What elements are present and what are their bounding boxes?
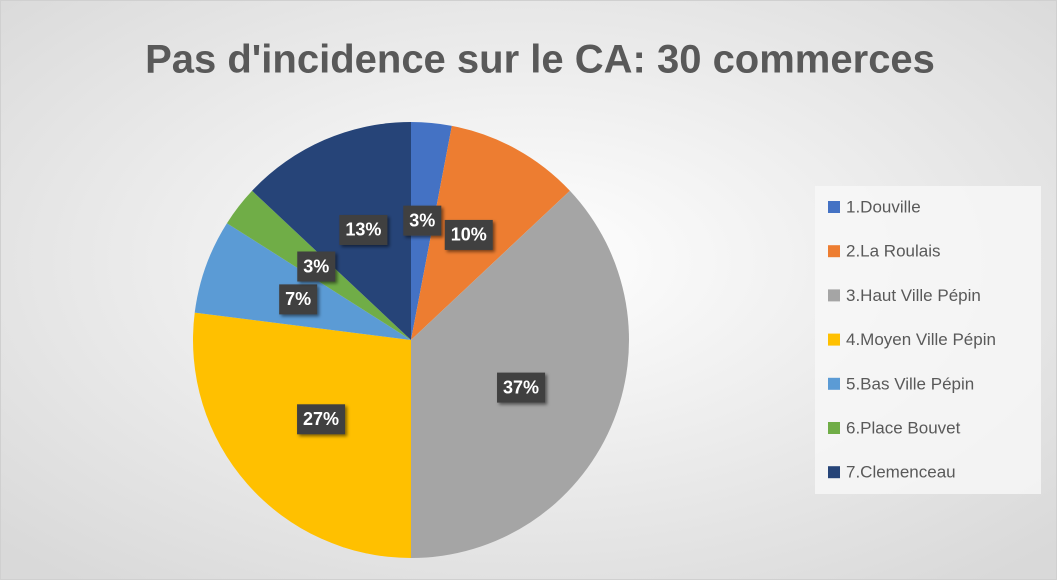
legend-box	[815, 186, 1041, 494]
chart-title: Pas d'incidence sur le CA: 30 commerces	[145, 38, 935, 82]
legend-label: 6.Place Bouvet	[846, 418, 961, 437]
legend-swatch	[828, 201, 840, 213]
data-label-box	[297, 404, 346, 435]
data-label: 7%	[285, 289, 311, 309]
legend-label: 1.Douville	[846, 197, 921, 216]
data-label-box	[444, 219, 493, 250]
legend-label: 2.La Roulais	[846, 242, 941, 261]
legend-swatch	[828, 245, 840, 258]
legend-label: 7.Clemenceau	[846, 463, 956, 482]
data-label: 13%	[345, 220, 381, 240]
data-label: 27%	[303, 409, 339, 429]
data-label-box	[339, 214, 388, 245]
pie-slice	[252, 122, 411, 340]
legend-label: 3.Haut Ville Pépin	[846, 286, 981, 305]
data-label: 37%	[503, 377, 539, 397]
legend-swatch	[828, 466, 840, 479]
data-label-box	[279, 284, 318, 315]
data-label: 3%	[303, 256, 329, 276]
legend-swatch	[828, 377, 840, 390]
legend-label: 4.Moyen Ville Pépin	[846, 330, 996, 349]
data-label: 3%	[409, 210, 435, 230]
legend-label: 5.Bas Ville Pépin	[846, 374, 974, 393]
legend-swatch	[828, 289, 840, 302]
pie-slice	[192, 312, 411, 558]
pie-slice	[194, 223, 411, 340]
legend-swatch	[828, 333, 840, 346]
data-label: 10%	[451, 225, 487, 245]
data-label-box	[297, 251, 336, 282]
data-label-box	[497, 372, 546, 403]
legend-swatch	[828, 422, 840, 434]
data-label-box	[403, 205, 442, 236]
